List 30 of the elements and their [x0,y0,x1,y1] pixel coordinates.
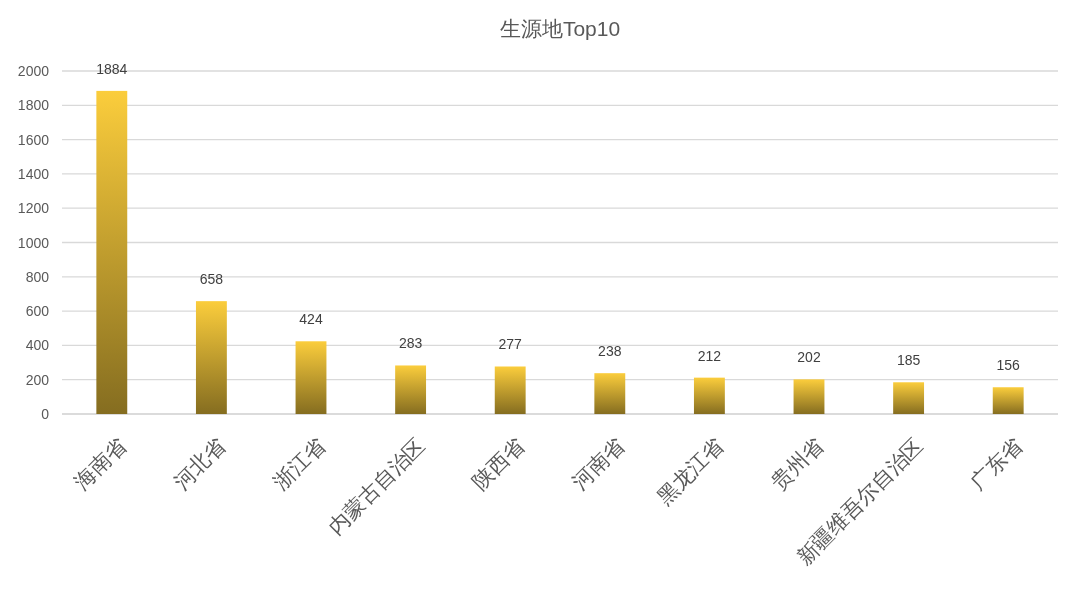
data-label: 238 [598,343,622,360]
title: 生源地Top10 [499,17,621,40]
x-tick-label: 浙江省 [268,433,330,495]
y-tick-label: 400 [25,337,50,354]
x-tick-label: 广东省 [965,433,1027,495]
y-tick-label: 600 [25,303,50,320]
y-tick-label: 200 [25,371,50,388]
y-tick-label: 1600 [17,131,50,148]
y-tick-label: 2000 [17,63,50,79]
y-tick-label: 1800 [17,97,50,114]
y-tick-label: 0 [41,406,50,422]
data-label: 283 [398,335,423,352]
y-tick-label: 1000 [17,234,50,251]
data-label: 277 [498,336,522,353]
x-tick-label: 河南省 [567,433,629,495]
x-tick-label: 黑龙江省 [652,433,728,509]
x-tick-label: 海南省 [69,433,131,495]
x-tick-label: 贵州省 [766,433,828,495]
x-tick-label: 陕西省 [467,433,529,495]
data-label: 658 [199,271,224,288]
data-label: 424 [299,311,323,328]
data-label: 212 [697,347,722,364]
data-label: 1884 [96,60,128,77]
data-label: 156 [996,357,1020,374]
y-tick-label: 1400 [17,165,50,182]
y-tick-label: 800 [25,268,50,285]
y-tick-label: 1200 [17,200,50,217]
x-tick-label: 河北省 [169,433,230,495]
data-label: 185 [896,352,921,369]
data-label: 202 [797,349,821,366]
